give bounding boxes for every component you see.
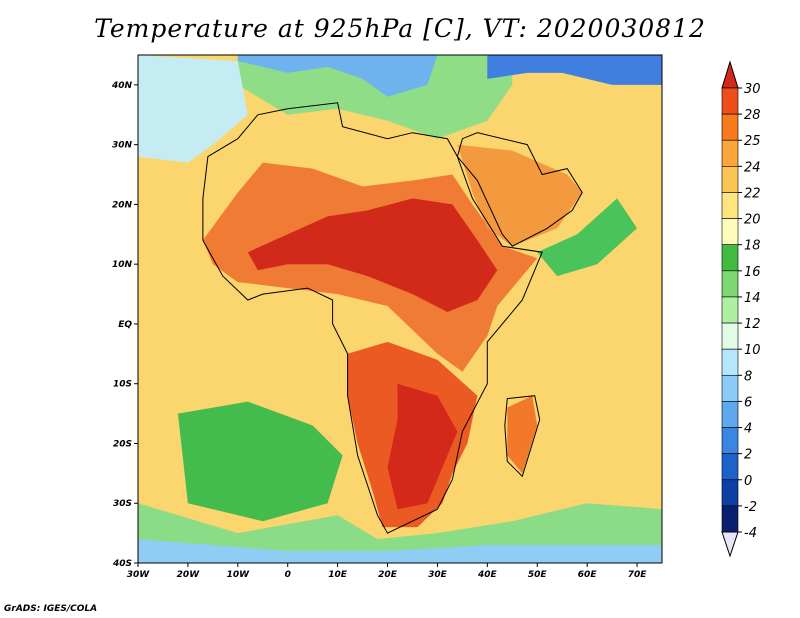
colorbar-label: 10 xyxy=(744,343,761,358)
lon-tick-label: 30E xyxy=(428,570,448,580)
region-southern-ocean-cold xyxy=(138,539,662,563)
colorbar-label: 6 xyxy=(744,395,752,410)
lat-tick-label: 30N xyxy=(112,141,133,151)
colorbar-label: 14 xyxy=(744,291,761,306)
colorbar-swatch xyxy=(721,270,739,298)
map-title: Temperature at 925hPa [C], VT: 202003081… xyxy=(94,14,706,43)
coastlines xyxy=(202,102,583,534)
lon-tick-label: 20W xyxy=(177,570,201,580)
colorbar-swatch xyxy=(721,87,739,115)
colorbar-label: 22 xyxy=(744,186,761,201)
colorbar-label: 8 xyxy=(744,369,752,384)
map-frame xyxy=(137,54,663,564)
grads-credit: GrADS: IGES/COLA xyxy=(4,604,98,614)
lon-tick-label: 10W xyxy=(227,570,251,580)
colorbar-swatch xyxy=(721,322,739,350)
colorbar-swatch xyxy=(721,244,739,272)
colorbar-swatch xyxy=(721,348,739,376)
colorbar-bottom-arrow xyxy=(721,531,739,558)
lon-tick-label: 30W xyxy=(127,570,151,580)
colorbar-label: -2 xyxy=(744,500,757,515)
colorbar-swatch xyxy=(721,166,739,193)
map-plot-area xyxy=(138,55,662,563)
colorbar-label: 16 xyxy=(744,265,761,280)
lat-tick-label: 20S xyxy=(113,439,132,449)
lon-tick-label: 10E xyxy=(328,570,348,580)
colorbar-swatch xyxy=(721,296,739,324)
region-sahel-core xyxy=(247,198,498,312)
colorbar-label: 12 xyxy=(744,317,761,332)
region-mediterranean-green xyxy=(237,55,513,139)
colorbar-label: 25 xyxy=(744,134,761,149)
lat-tick-label: 10N xyxy=(112,260,133,270)
region-indian-ocean-green xyxy=(537,198,637,277)
lon-tick-label: 40E xyxy=(477,570,498,580)
region-north-atlantic-cool xyxy=(138,55,248,163)
colorbar-swatch xyxy=(721,479,739,507)
colorbar-swatch xyxy=(721,427,739,454)
lat-tick-label: 10S xyxy=(113,380,132,390)
colorbar-swatch xyxy=(721,192,739,219)
colorbar-swatch xyxy=(721,401,739,428)
colorbar-label: 28 xyxy=(744,108,761,123)
longitude-ticks: 30W 20W 10W 0 10E 20E 30E 40E 50E 60E 70E xyxy=(127,563,647,580)
colorbar-top-arrow xyxy=(721,60,739,89)
madagascar-coast xyxy=(504,395,541,478)
lon-tick-label: 20E xyxy=(378,570,398,580)
colorbar-label: 18 xyxy=(744,239,761,254)
africa-coast xyxy=(202,102,543,534)
lon-tick-label: 70E xyxy=(628,570,648,580)
region-southern-interior-core xyxy=(387,383,458,510)
region-europe-cold xyxy=(237,55,438,97)
latitude-ticks: 40N 30N 20N 10N EQ 10S 20S 30S 40S xyxy=(111,81,138,569)
temperature-regions xyxy=(138,55,662,563)
lat-tick-label: 40S xyxy=(112,559,132,569)
colorbar-label: 30 xyxy=(744,82,761,97)
colorbar-swatch xyxy=(721,453,739,481)
arabia-coast xyxy=(456,132,583,247)
colorbar-swatch xyxy=(721,374,739,402)
lat-tick-label: 30S xyxy=(113,499,132,509)
lat-tick-label: 40N xyxy=(111,81,133,91)
region-madagascar-warm xyxy=(507,395,538,474)
colorbar-label: -4 xyxy=(744,526,757,541)
lon-tick-label: 60E xyxy=(578,570,598,580)
colorbar-label: 4 xyxy=(744,422,752,437)
colorbar-label: 24 xyxy=(744,160,761,175)
lon-tick-label: 50E xyxy=(528,570,548,580)
colorbar-swatch xyxy=(721,505,739,533)
colorbar-label: 0 xyxy=(744,474,752,489)
lon-tick-label: 0 xyxy=(285,570,291,580)
colorbar-swatch xyxy=(721,218,739,246)
region-black-sea-cold xyxy=(487,55,662,85)
colorbar-label: 20 xyxy=(744,213,761,228)
colorbar-swatch xyxy=(721,139,739,167)
colorbar-swatch xyxy=(721,113,739,141)
lat-tick-label: 20N xyxy=(112,200,133,210)
lat-tick-label: EQ xyxy=(118,320,132,330)
colorbar-label: 2 xyxy=(744,448,752,463)
region-south-atlantic-cool xyxy=(177,401,343,522)
region-arabia-warm xyxy=(457,144,583,247)
